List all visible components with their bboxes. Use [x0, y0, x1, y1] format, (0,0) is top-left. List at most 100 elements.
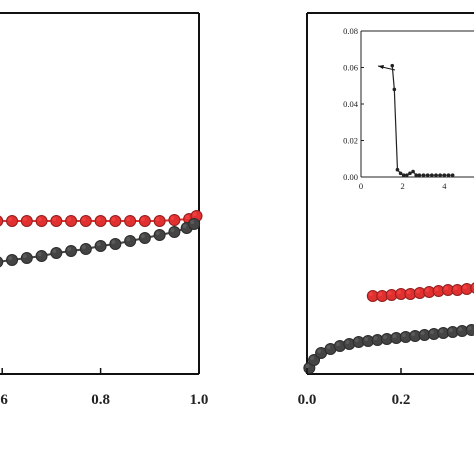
panel-a-series-1-highlight: [81, 217, 86, 221]
inset-series-point: [405, 173, 409, 177]
panel-a-series-1-point: [20, 215, 33, 227]
inset-y-tick-label: 0.06: [343, 63, 358, 73]
panel-b-series-2-highlight: [392, 334, 397, 339]
panel-a-series-1-point: [35, 215, 48, 227]
inset-series-point: [434, 173, 438, 177]
panel-a-series-2-point: [94, 240, 107, 252]
panel-b-series-2-highlight: [411, 332, 416, 337]
panel-b-series-1-highlight: [378, 292, 383, 297]
panel-b-series-2-highlight: [336, 342, 340, 347]
inset-y-tick-label: 0.04: [343, 99, 359, 109]
panel-b-series-2-highlight: [305, 364, 310, 369]
panel-a-series-1-point: [109, 215, 122, 227]
panel-a-series-2-point: [0, 256, 4, 268]
panel-a-series-1-highlight: [111, 217, 116, 221]
inset-series-point: [401, 173, 406, 177]
panel-a-series-2-highlight: [170, 228, 175, 232]
inset-series-point: [390, 63, 395, 68]
panel-a-series-2-point: [138, 232, 151, 244]
panel-b-x-tick-label: 0.0: [298, 392, 317, 408]
panel-a-series-2-highlight: [52, 249, 57, 253]
panel-b-series-2-highlight: [354, 338, 359, 343]
panel-b: 0.0 0.2 0.00 0.02 0.04 0.06 0.08 0 2 4: [298, 12, 474, 408]
panel-a-series-2-highlight: [67, 247, 72, 251]
panel-a-series-2-point: [79, 243, 92, 255]
panel-a-x-tick-label: 1.0: [190, 392, 209, 408]
panel-b-series-2-highlight: [448, 328, 453, 333]
panel-a-x-tick-label: .6: [0, 392, 8, 408]
panel-a-series-1-point: [153, 215, 166, 227]
panel-b-x-ticks: 0.0 0.2: [298, 368, 410, 408]
panel-a-series-2-point: [188, 218, 201, 230]
panel-a-series-2-point: [50, 247, 63, 259]
panel-a-series-1-highlight: [141, 217, 145, 221]
panel-b-series-2-highlight: [310, 356, 315, 361]
panel-a-x-tick-label: 0.8: [91, 392, 110, 408]
panel-a-series-2-point: [153, 229, 166, 241]
panel-a-series-2-highlight: [37, 252, 42, 256]
inset-series-point: [398, 171, 403, 176]
inset-series-point: [438, 173, 442, 177]
inset-series-point: [395, 167, 400, 172]
inset-series-point: [450, 173, 455, 177]
panel-b-series-1-highlight: [462, 285, 467, 290]
panel-a-series-2-highlight: [190, 220, 195, 224]
inset-series: [390, 63, 455, 177]
inset-x-tick-label: 2: [401, 181, 405, 191]
panel-b-series-2-highlight: [326, 345, 331, 350]
inset-series-point: [408, 171, 412, 176]
panel-a-series-2-highlight: [111, 240, 116, 244]
panel-a-series: [0, 210, 203, 268]
panel-b-series-2-highlight: [467, 326, 472, 331]
panel-a-x-ticks: .6 0.8 1.0: [0, 368, 208, 408]
panel-b-series-2-highlight: [383, 335, 387, 340]
panel-a-series-2-point: [109, 238, 122, 250]
panel-a-series-1-highlight: [192, 212, 197, 216]
inset-chart: 0.00 0.02 0.04 0.06 0.08 0 2 4: [343, 26, 474, 191]
panel-a-series-1-point: [138, 215, 151, 227]
panel-b-series-2-highlight: [430, 330, 434, 335]
panel-a-series-1-highlight: [37, 217, 42, 221]
panel-b-series-2-highlight: [439, 329, 444, 334]
panel-b-series-2-highlight: [401, 333, 406, 338]
panel-a-series-1-point: [124, 215, 137, 227]
panel-a-series-2-highlight: [182, 224, 187, 228]
panel-a-series-2-point: [6, 254, 19, 266]
panel-a-series-1-point: [94, 215, 107, 227]
panel-a-series-1-highlight: [126, 217, 131, 221]
panel-a-series-1-point: [0, 215, 4, 227]
panel-b-series-1-highlight: [434, 287, 439, 292]
inset-series-point: [442, 173, 447, 177]
panel-a-series-2-highlight: [141, 234, 145, 238]
inset-background: [361, 31, 474, 177]
inset-series-point: [417, 173, 422, 177]
panel-a-series-1-point: [79, 215, 92, 227]
panel-a-series-1-point: [50, 215, 63, 227]
panel-b-series-2-point: [465, 324, 474, 336]
panel-b-series-1-highlight: [444, 286, 449, 291]
panel-a-series-2-point: [65, 245, 78, 257]
inset-series-point: [421, 173, 426, 177]
panel-a-series-1-point: [168, 214, 181, 226]
inset-y-tick-label: 0.00: [343, 172, 358, 182]
panel-a-series-2-highlight: [155, 231, 160, 235]
inset-x-tick-label: 0: [359, 181, 363, 191]
panel-b-series-1-highlight: [425, 288, 430, 293]
panel-a-series-2-highlight: [96, 242, 101, 246]
panel-a-series-1-highlight: [52, 217, 57, 221]
panel-a-series-1-highlight: [22, 217, 27, 221]
inset-y-tick-label: 0.02: [343, 136, 358, 146]
panel-a: .6 0.8 1.0: [0, 12, 208, 408]
inset-series-point: [414, 173, 419, 177]
inset-series-point: [425, 173, 430, 177]
panel-a-series-1-highlight: [185, 215, 190, 219]
inset-y-tick-label: 0.08: [343, 26, 358, 36]
panel-a-series-1-point: [6, 215, 19, 227]
inset-series-point: [430, 173, 434, 177]
inset-annotation-arrowhead: [378, 65, 384, 69]
panel-b-series-1-highlight: [453, 286, 458, 291]
panel-a-series-2-point: [20, 252, 33, 264]
panel-a-series-2-highlight: [126, 237, 131, 241]
panel-b-series-2-highlight: [317, 349, 322, 354]
